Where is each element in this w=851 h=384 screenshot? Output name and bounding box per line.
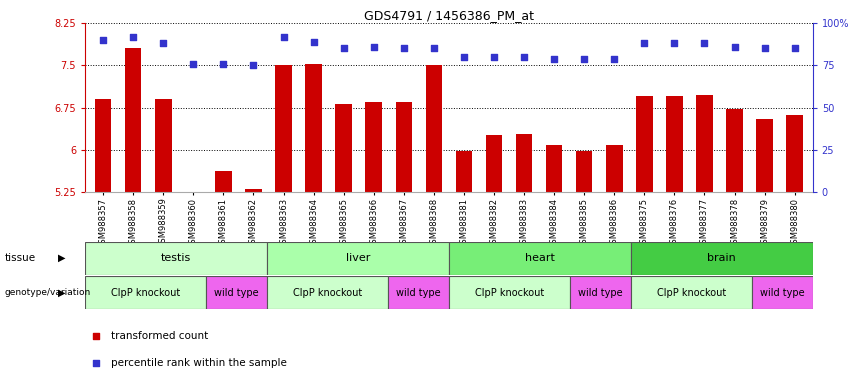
Point — [757, 45, 771, 51]
Bar — [245, 189, 262, 192]
Point — [247, 62, 260, 68]
Point — [397, 45, 411, 51]
Point — [577, 55, 591, 61]
Point — [541, 224, 555, 230]
Bar — [85, 242, 267, 275]
Bar — [631, 276, 752, 309]
Text: ▶: ▶ — [58, 288, 66, 298]
Bar — [426, 65, 443, 192]
Bar — [455, 151, 472, 192]
Text: liver: liver — [346, 253, 370, 263]
Point — [728, 44, 741, 50]
Bar — [757, 119, 773, 192]
Bar — [396, 102, 412, 192]
Point — [337, 45, 351, 51]
Bar — [125, 48, 141, 192]
Bar — [388, 276, 448, 309]
Text: ▶: ▶ — [58, 253, 66, 263]
Bar — [786, 115, 803, 192]
Point — [157, 40, 170, 46]
Bar — [545, 145, 563, 192]
Text: testis: testis — [161, 253, 191, 263]
Text: percentile rank within the sample: percentile rank within the sample — [111, 358, 287, 368]
Point — [788, 45, 802, 51]
Bar — [636, 96, 653, 192]
Point — [547, 55, 561, 61]
Bar — [267, 276, 388, 309]
Point — [427, 45, 441, 51]
Bar — [449, 276, 570, 309]
Point — [367, 44, 380, 50]
Text: ClpP knockout: ClpP knockout — [111, 288, 180, 298]
Point — [127, 33, 140, 40]
Bar — [606, 145, 623, 192]
Text: ClpP knockout: ClpP knockout — [657, 288, 726, 298]
Title: GDS4791 / 1456386_PM_at: GDS4791 / 1456386_PM_at — [364, 9, 534, 22]
Point — [457, 54, 471, 60]
Text: wild type: wild type — [578, 288, 623, 298]
Point — [667, 40, 681, 46]
Bar — [486, 134, 502, 192]
Point — [186, 61, 200, 67]
Text: wild type: wild type — [760, 288, 805, 298]
Bar — [666, 96, 683, 192]
Point — [307, 38, 321, 45]
Text: heart: heart — [525, 253, 555, 263]
Text: tissue: tissue — [4, 253, 36, 263]
Bar — [215, 171, 231, 192]
Point — [637, 40, 651, 46]
Point — [608, 55, 621, 61]
Bar — [696, 94, 713, 192]
Text: ClpP knockout: ClpP knockout — [475, 288, 544, 298]
Text: transformed count: transformed count — [111, 331, 208, 341]
Point — [96, 37, 110, 43]
Bar — [631, 242, 813, 275]
Bar — [306, 64, 322, 192]
Bar — [576, 151, 592, 192]
Text: wild type: wild type — [214, 288, 259, 298]
Bar — [570, 276, 631, 309]
Bar — [275, 65, 292, 192]
Bar — [85, 276, 206, 309]
Bar — [516, 134, 533, 192]
Bar — [155, 99, 172, 192]
Text: brain: brain — [707, 253, 736, 263]
Point — [517, 54, 531, 60]
Point — [277, 33, 290, 40]
Bar — [726, 109, 743, 192]
Text: genotype/variation: genotype/variation — [4, 288, 90, 297]
Bar — [449, 242, 631, 275]
Bar — [185, 192, 202, 194]
Bar — [94, 99, 111, 192]
Bar — [206, 276, 267, 309]
Bar — [752, 276, 813, 309]
Point — [217, 61, 231, 67]
Bar — [335, 104, 352, 192]
Text: ClpP knockout: ClpP knockout — [293, 288, 363, 298]
Bar — [365, 102, 382, 192]
Bar — [267, 242, 448, 275]
Point — [698, 40, 711, 46]
Point — [487, 54, 500, 60]
Text: wild type: wild type — [397, 288, 441, 298]
